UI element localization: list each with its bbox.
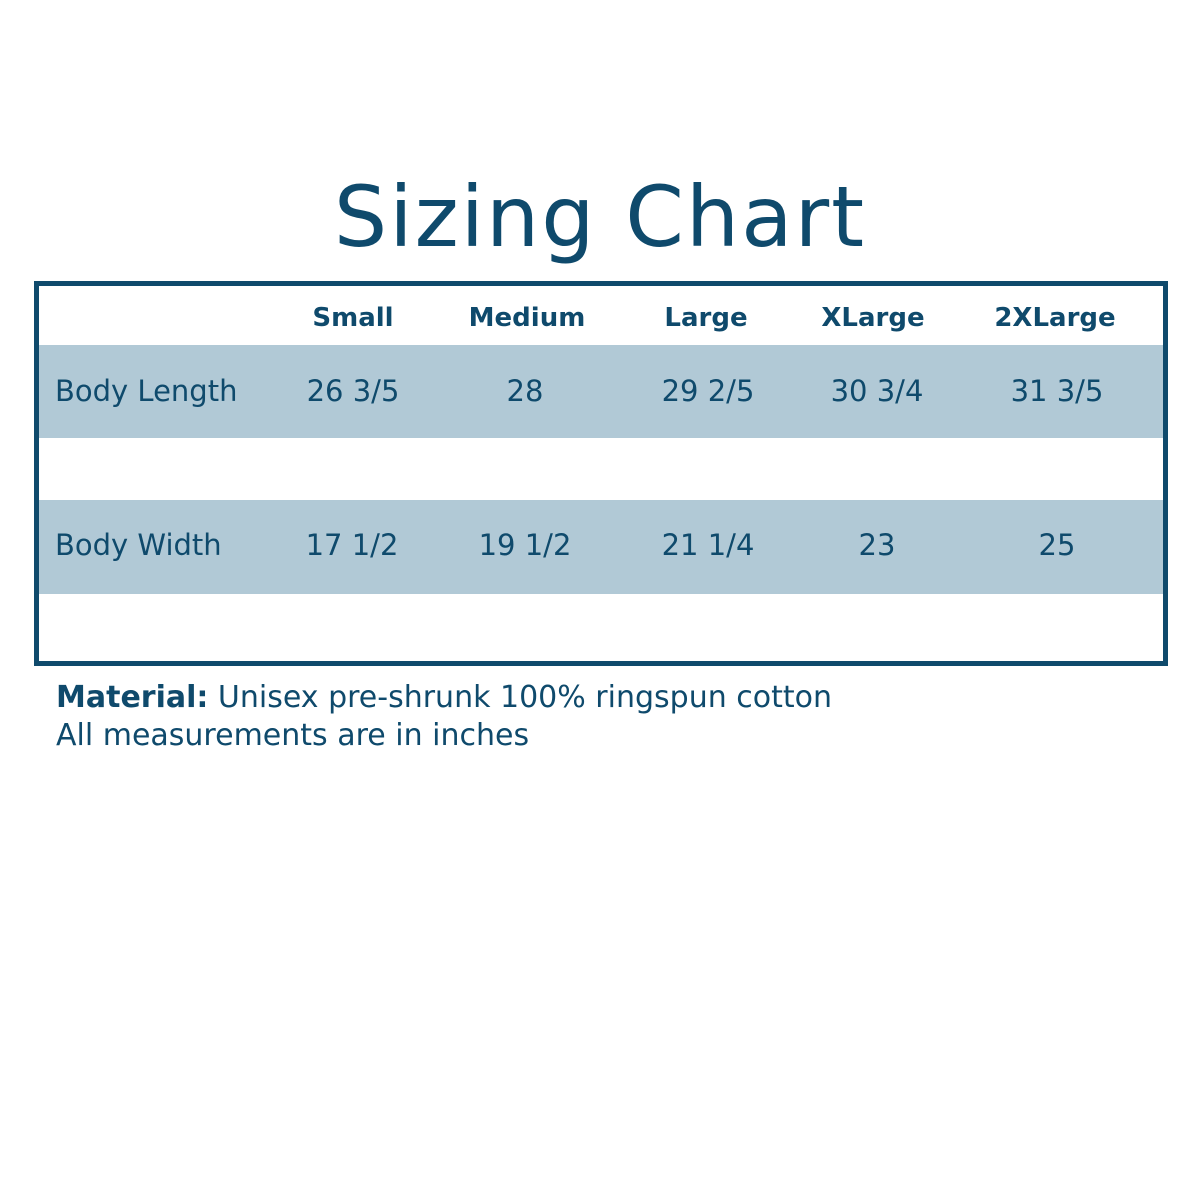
table-cell: 19 1/2 — [478, 528, 572, 562]
sizing-table: Small Medium Large XLarge 2XLarge Body L… — [34, 281, 1168, 666]
table-cell: 17 1/2 — [305, 528, 399, 562]
table-row: Body Length 26 3/5 28 29 2/5 30 3/4 31 3… — [39, 345, 1163, 438]
material-text: Unisex pre-shrunk 100% ringspun cotton — [208, 680, 833, 715]
units-note: All measurements are in inches — [56, 718, 530, 753]
table-cell: 26 3/5 — [306, 374, 400, 408]
material-note: Material: Unisex pre-shrunk 100% ringspu… — [56, 680, 832, 715]
table-cell: 25 — [1038, 528, 1076, 562]
table-cell: 30 3/4 — [830, 374, 924, 408]
column-header-xlarge: XLarge — [821, 303, 925, 333]
column-header-2xlarge: 2XLarge — [994, 303, 1116, 333]
column-header-medium: Medium — [468, 303, 586, 333]
material-label: Material: — [56, 680, 209, 715]
row-label: Body Length — [55, 374, 238, 408]
table-cell: 31 3/5 — [1010, 374, 1104, 408]
table-cell: 29 2/5 — [661, 374, 755, 408]
table-cell: 21 1/4 — [661, 528, 755, 562]
table-cell: 23 — [858, 528, 896, 562]
row-label: Body Width — [55, 528, 222, 562]
page-title: Sizing Chart — [333, 168, 867, 266]
table-row: Body Width 17 1/2 19 1/2 21 1/4 23 25 — [39, 500, 1163, 594]
column-header-small: Small — [312, 303, 394, 333]
column-header-large: Large — [664, 303, 748, 333]
table-cell: 28 — [506, 374, 544, 408]
